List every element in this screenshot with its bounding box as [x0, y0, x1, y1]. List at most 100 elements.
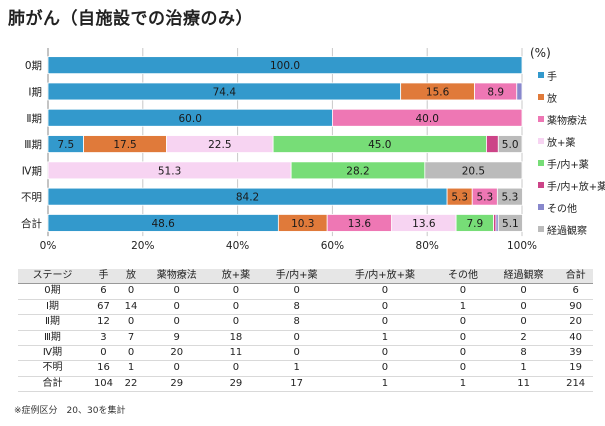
data-label: 51.3	[158, 165, 181, 177]
legend-label: 手/内+放+薬	[547, 181, 605, 193]
table-cell: 8	[293, 300, 300, 312]
data-label: 84.2	[236, 192, 259, 204]
table-cell: 0	[232, 316, 240, 328]
bar-segment	[496, 187, 523, 206]
legend-swatch	[538, 182, 544, 188]
table-cell: 0	[232, 362, 240, 374]
table-row: Ⅰ期 67 14 0 0 8 0 1 0 90	[18, 299, 593, 315]
table-cell: 1	[127, 362, 135, 374]
table-cell: 0	[173, 362, 180, 374]
legend-label: 手/内+薬	[547, 159, 589, 171]
data-label: 17.5	[113, 139, 136, 151]
legend-item: 薬物療法	[538, 108, 604, 130]
table-cell: 0期	[44, 285, 61, 297]
table-header-cell: 手	[86, 269, 121, 285]
table-row: 0期 6 0 0 0 0 0 0 0 6	[18, 284, 593, 300]
table-header-cell: その他	[437, 269, 489, 285]
table-cell: Ⅰ期	[46, 300, 59, 312]
table-cell: 17	[290, 377, 304, 389]
table-cell: 39	[569, 347, 582, 359]
table-cell: 0	[173, 316, 180, 328]
table-cell: 90	[569, 300, 582, 312]
data-label: 74.4	[213, 86, 237, 98]
table-cell: 8	[293, 316, 300, 328]
data-label: 5.3	[502, 192, 519, 204]
legend-item: 手/内+放+薬	[538, 174, 605, 196]
data-label: 5.1	[502, 218, 519, 230]
table-cell: 9	[173, 331, 180, 343]
table-header-cell: 手/内+薬	[260, 269, 333, 285]
table-header-cell: ステージ	[18, 269, 87, 285]
category-label: Ⅲ期	[24, 139, 42, 151]
x-tick-label: 40%	[226, 240, 249, 252]
category-label: 合計	[21, 217, 42, 230]
legend-item: 放+薬	[538, 130, 604, 152]
data-label: 20.5	[462, 165, 485, 177]
category-label: 0期	[25, 60, 42, 72]
data-label: 8.9	[487, 86, 504, 98]
legend-label: その他	[547, 203, 577, 215]
table-cell: 0	[381, 362, 389, 374]
table-row: Ⅳ期 0 0 20 11 0 0 0 8 39	[18, 346, 593, 361]
stacked-bar-chart: 0% 20% 40% 60% 80% 100% 0期 100.0 Ⅰ期 74.4 15.6 8.9 Ⅱ期…	[21, 48, 537, 252]
table-cell: 6	[100, 285, 107, 297]
data-label: 22.5	[208, 139, 231, 151]
table-cell: 0	[459, 316, 467, 328]
table-header-cell: 放+薬	[211, 269, 261, 285]
table-cell: Ⅳ期	[42, 347, 63, 359]
legend-swatch	[538, 116, 544, 122]
legend-label: 経過観察	[547, 225, 587, 237]
table-cell: 18	[229, 331, 243, 343]
table-cell: 14	[124, 300, 138, 312]
legend-label: 放	[547, 93, 557, 105]
table-cell: 0	[381, 300, 389, 312]
table-cell: 0	[100, 347, 107, 359]
table-cell: 0	[232, 285, 240, 297]
table-cell: 0	[232, 300, 240, 312]
x-tick-label: 100%	[507, 240, 537, 252]
table-cell: 1	[520, 362, 527, 374]
table-row: Ⅱ期 12 0 0 0 8 0 0 0 20	[18, 315, 593, 331]
chart-title: 肺がん（自施設での治療のみ）	[8, 9, 253, 29]
unit-label: (%)	[530, 46, 551, 60]
table-header-cell: 経過観察	[488, 269, 559, 285]
table-cell: 214	[566, 377, 586, 389]
data-label: 7.5	[57, 139, 74, 151]
data-table: ステージ手放薬物療法 放+薬 手/内+薬 手/内+放+薬 その他 経過観察 合計 0期 6 0 0…	[18, 269, 593, 392]
data-label: 45.0	[368, 139, 391, 151]
table-body: 0期 6 0 0 0 0 0 0 0 6 Ⅰ期 67 14 0 0 8 0 1 0 90 Ⅱ期 12 0 0 0 8 0 0 0 20 Ⅲ期…	[18, 284, 593, 392]
table-cell: 0	[127, 347, 135, 359]
table-cell: 22	[124, 377, 138, 389]
bar-segment	[516, 82, 523, 101]
table-cell: 20	[170, 347, 184, 359]
table-cell: 20	[569, 316, 582, 328]
data-label: 28.2	[346, 165, 369, 177]
table-cell: 7	[127, 331, 135, 343]
table-cell: 0	[381, 285, 389, 297]
table-cell: 8	[520, 347, 527, 359]
bar-segment	[497, 214, 523, 232]
category-label: 不明	[21, 192, 42, 204]
table-cell: 0	[381, 316, 389, 328]
data-label: 60.0	[179, 113, 202, 125]
x-tick-label: 80%	[416, 240, 439, 252]
legend-item: 放	[538, 86, 604, 108]
table-cell: 0	[520, 285, 527, 297]
category-label: Ⅱ期	[26, 113, 42, 125]
data-label: 5.3	[476, 192, 493, 204]
legend-swatch	[538, 226, 544, 232]
data-label: 10.3	[291, 218, 314, 230]
table-cell: 0	[459, 362, 467, 374]
table-cell: Ⅱ期	[45, 316, 60, 328]
table-header-cell: 放	[120, 269, 143, 285]
legend-swatch	[538, 160, 544, 166]
bar-segment	[331, 108, 523, 127]
bar-segment	[424, 161, 523, 180]
table-cell: 1	[293, 362, 300, 374]
table-cell: 0	[173, 285, 180, 297]
table-cell: 3	[100, 331, 107, 343]
table-cell: 0	[459, 347, 467, 359]
table-cell: 0	[293, 285, 300, 297]
legend-swatch	[538, 138, 544, 144]
table-cell: 104	[93, 377, 114, 389]
